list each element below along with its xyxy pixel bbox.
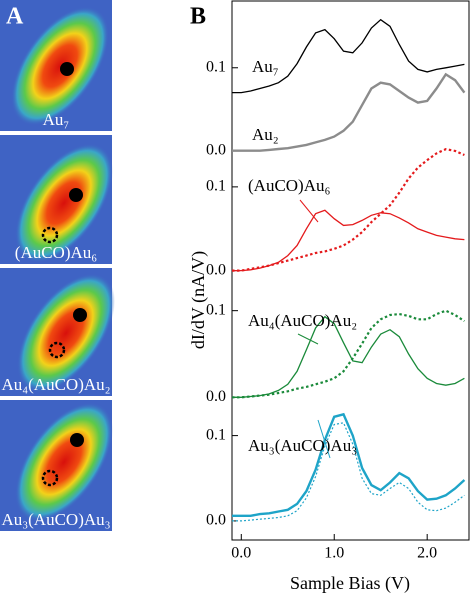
adatom-dot <box>73 308 87 322</box>
label-leader <box>317 419 331 459</box>
image-label: (AuCO)Au₆ <box>15 243 97 262</box>
stm-blob <box>17 273 115 393</box>
adatom-dot <box>69 188 83 202</box>
co-marker <box>41 226 59 244</box>
y-axis-label: dI/dV (nA/V) <box>188 251 209 349</box>
co-marker <box>48 341 66 359</box>
x-axis-label: Sample Bias (V) <box>290 573 410 594</box>
label-leader <box>297 333 319 345</box>
image-label: Au₃(AuCO)Au₃ <box>1 510 110 529</box>
stm-blob <box>11 6 109 126</box>
y-tick-label: 0.0 <box>206 141 226 158</box>
image-label: Au₄(AuCO)Au₂ <box>1 375 110 394</box>
series-label: Au₂ <box>252 125 279 144</box>
series-label: Au₃(AuCO)Au₃ <box>248 436 357 455</box>
y-tick-label: 0.0 <box>206 261 226 278</box>
series-label: (AuCO)Au₆ <box>248 176 330 195</box>
x-tick-label: 0.0 <box>231 545 251 562</box>
spectrum-line <box>232 422 465 522</box>
spectrum-line <box>232 315 465 398</box>
spectrum-line <box>232 72 466 152</box>
stm-images: Au₇ (AuCO)Au₆ Au₄(AuCO)Au₂ Au₃(AuCO)Au₃ <box>0 0 115 531</box>
adatom-dot <box>60 62 74 76</box>
image-label: Au₇ <box>43 110 70 129</box>
panel-label: B <box>190 4 206 30</box>
y-tick-label: 0.1 <box>206 301 226 318</box>
co-marker <box>41 469 59 487</box>
label-leader <box>299 199 319 223</box>
adatom-dot <box>70 433 84 447</box>
series-label: Au₄(AuCO)Au₂ <box>248 311 357 330</box>
y-tick-label: 0.1 <box>206 58 226 75</box>
series-label: Au₇ <box>252 57 279 76</box>
spectrum-line <box>232 148 465 272</box>
spectrum-line <box>232 412 466 517</box>
y-tick-label: 0.1 <box>206 178 226 195</box>
x-tick-label: 1.0 <box>324 545 344 562</box>
y-tick-label: 0.0 <box>206 388 226 405</box>
y-tick-label: 0.0 <box>206 512 226 529</box>
spectrum-line <box>232 209 465 272</box>
plot-frame <box>231 0 470 541</box>
panel-label: A <box>6 4 24 30</box>
y-tick-label: 0.1 <box>206 426 226 443</box>
x-tick-label: 2.0 <box>417 545 437 562</box>
stm-blob <box>15 402 113 522</box>
spectrum-line <box>232 309 466 399</box>
spectrum-line <box>232 18 465 94</box>
stm-blob <box>15 143 113 263</box>
